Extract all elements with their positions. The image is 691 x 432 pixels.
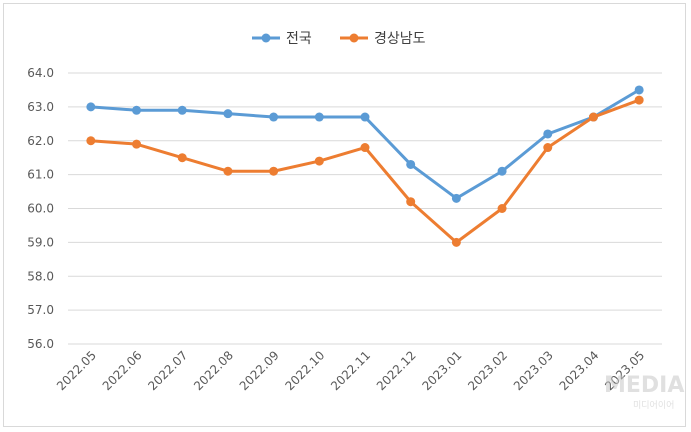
x-tick-label: 2023.01 xyxy=(420,348,465,393)
data-point xyxy=(314,156,324,166)
watermark-text: MEDIA xyxy=(604,373,684,398)
gridlines xyxy=(68,72,662,345)
data-point xyxy=(451,237,461,247)
data-point xyxy=(86,102,96,112)
data-point xyxy=(360,112,370,122)
series-2 xyxy=(86,95,644,247)
x-tick-label: 2022.07 xyxy=(145,348,190,393)
data-point xyxy=(86,136,96,146)
x-tick-label: 2022.12 xyxy=(374,348,419,393)
y-tick-label: 56.0 xyxy=(27,337,54,351)
data-point xyxy=(406,159,416,169)
y-axis-ticks: 56.0 57.0 58.0 59.0 60.0 61.0 62.0 63.0 64.0 xyxy=(27,66,54,351)
data-point xyxy=(132,105,142,115)
data-point xyxy=(360,143,370,153)
x-tick-label: 2023.03 xyxy=(511,348,556,393)
x-tick-label: 2022.09 xyxy=(237,348,282,393)
x-tick-label: 2022.08 xyxy=(191,348,236,393)
legend-swatch-marker xyxy=(349,33,359,43)
legend-label: 경상남도 xyxy=(374,31,426,47)
legend-label: 전국 xyxy=(286,31,312,47)
data-point xyxy=(132,139,142,149)
data-point xyxy=(223,166,233,176)
y-tick-label: 58.0 xyxy=(27,269,54,283)
data-point xyxy=(634,85,644,95)
series-lines xyxy=(86,85,644,247)
y-tick-label: 62.0 xyxy=(27,134,54,148)
data-point xyxy=(451,193,461,203)
series-1 xyxy=(86,85,644,203)
watermark-subtext: 미디어이어 xyxy=(633,400,674,411)
y-tick-label: 57.0 xyxy=(27,303,54,317)
x-axis-ticks: 2022.05 2022.06 2022.07 2022.08 2022.09 2022.… xyxy=(54,348,647,393)
x-tick-label: 2022.11 xyxy=(328,348,373,393)
legend-swatch-marker xyxy=(261,33,271,43)
x-tick-label: 2023.04 xyxy=(557,348,602,393)
y-tick-label: 60.0 xyxy=(27,202,54,216)
data-point xyxy=(497,204,507,213)
data-point xyxy=(543,143,553,153)
x-tick-label: 2022.10 xyxy=(282,348,327,393)
x-tick-label: 2023.02 xyxy=(465,348,510,393)
watermark-logo: MEDIA 미디어이어 xyxy=(604,373,684,411)
data-point xyxy=(223,109,233,119)
legend-entry: 경상남도 xyxy=(340,31,426,47)
x-tick-label: 2022.06 xyxy=(100,348,145,393)
x-tick-label: 2022.05 xyxy=(54,348,99,393)
data-point xyxy=(314,112,324,122)
data-point xyxy=(269,166,279,176)
y-tick-label: 59.0 xyxy=(27,235,54,249)
data-point xyxy=(177,105,187,115)
data-point xyxy=(497,166,507,176)
data-point xyxy=(634,95,644,105)
data-point xyxy=(269,112,279,122)
y-tick-label: 63.0 xyxy=(27,100,54,114)
data-point xyxy=(406,197,416,207)
y-tick-label: 64.0 xyxy=(27,66,54,80)
data-point xyxy=(177,153,187,163)
y-tick-label: 61.0 xyxy=(27,168,54,182)
legend-entry: 전국 xyxy=(252,31,312,47)
legend: 전국 경상남도 xyxy=(252,31,426,47)
chart-frame xyxy=(3,3,686,427)
data-point xyxy=(543,129,553,139)
data-point xyxy=(588,112,598,122)
